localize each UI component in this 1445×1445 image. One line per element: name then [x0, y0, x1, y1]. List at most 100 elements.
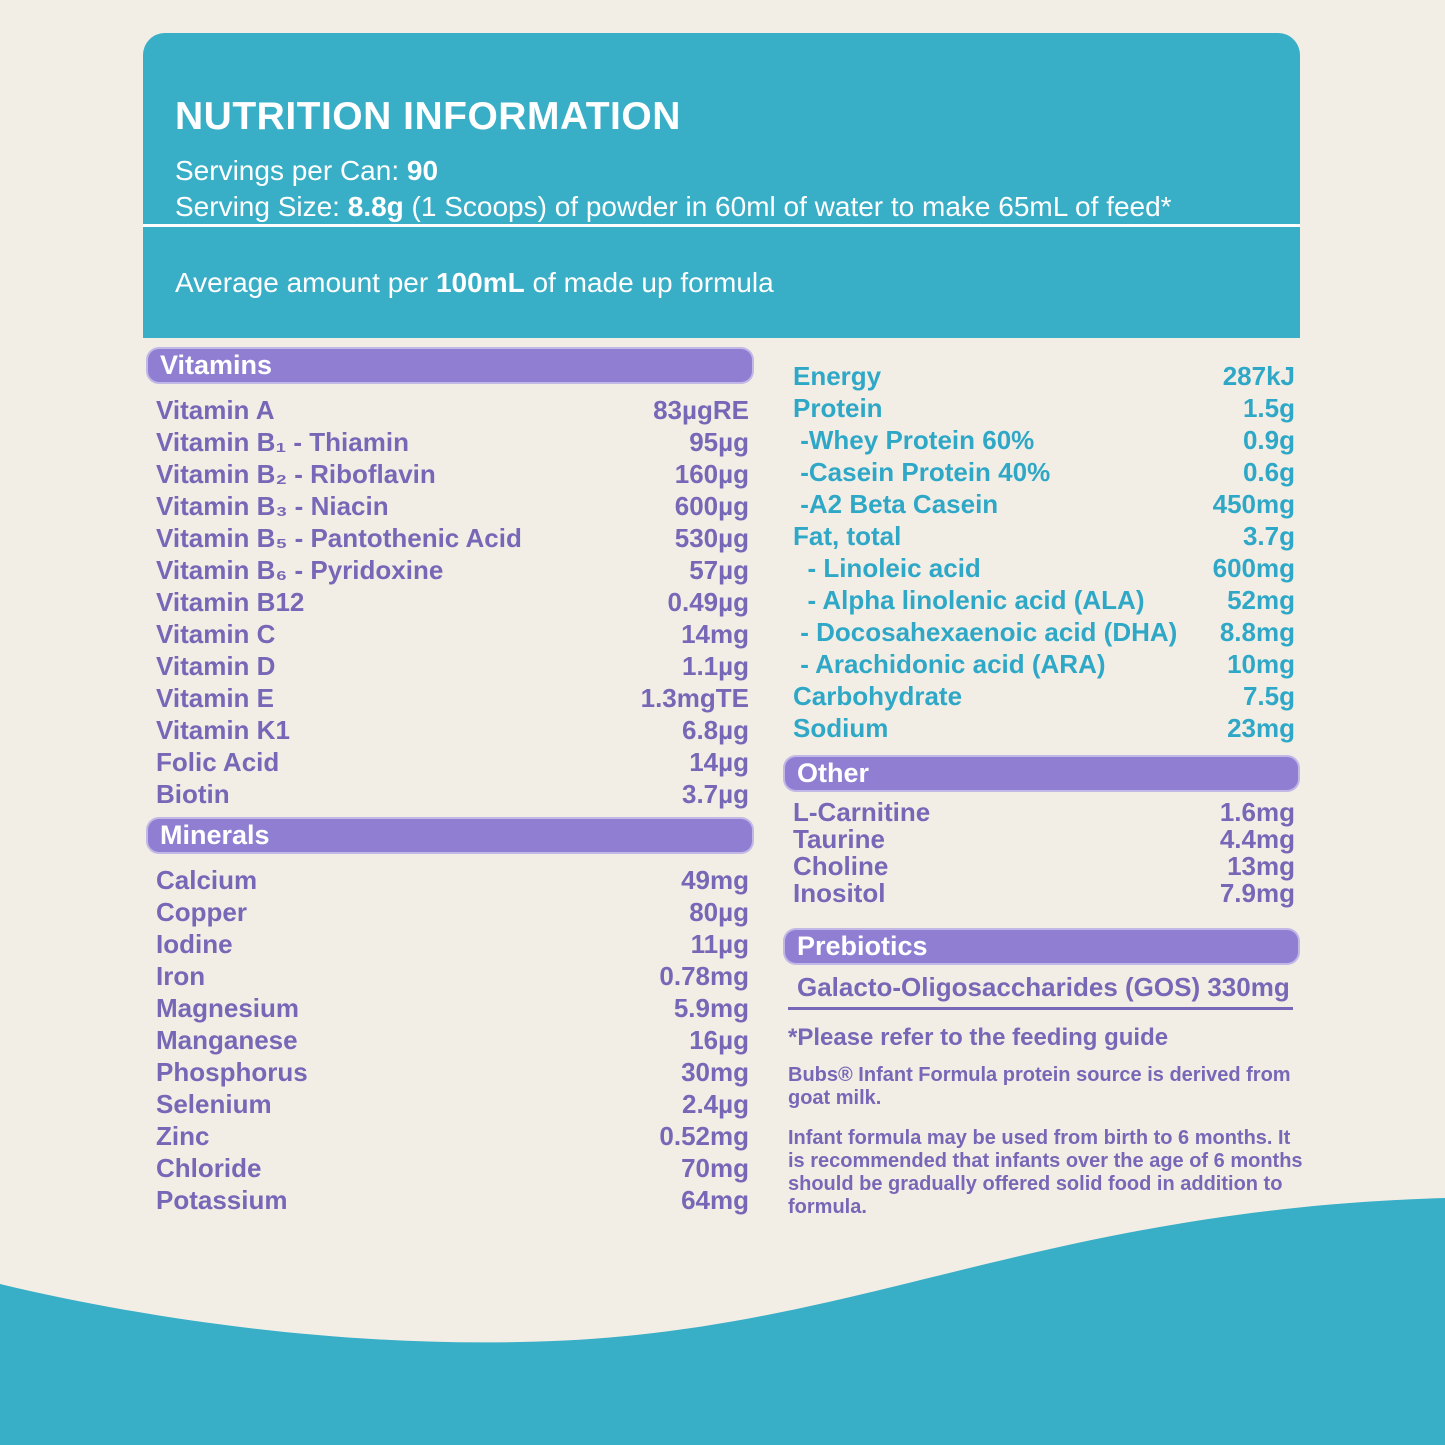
nutrient-row: Magnesium 5.9mg	[146, 992, 754, 1024]
nutrient-value: 1.3mgTE	[640, 682, 749, 713]
nutrient-label: Vitamin D	[156, 650, 276, 681]
nutrient-label: -Casein Protein 40%	[793, 456, 1051, 487]
nutrient-label: Biotin	[156, 778, 230, 809]
nutrient-value: 4.4mg	[1219, 824, 1295, 854]
nutrient-row: Vitamin A 83µgRE	[146, 394, 754, 426]
nutrient-label: Vitamin C	[156, 618, 276, 649]
nutrient-value: 0.6g	[1242, 456, 1295, 487]
nutrient-value: 3.7g	[1242, 520, 1295, 551]
average-amount-detail: of made up formula	[524, 267, 774, 298]
nutrient-label: Vitamin E	[156, 682, 275, 713]
nutrient-row: Calcium 49mg	[146, 864, 754, 896]
average-amount-label: Average amount per	[175, 267, 436, 298]
nutrient-label: Vitamin B₁ - Thiamin	[156, 426, 409, 457]
page-title: NUTRITION INFORMATION	[175, 95, 681, 138]
nutrient-row: - Docosahexaenoic acid (DHA) 8.8mg	[783, 616, 1300, 648]
nutrient-row: - Linoleic acid 600mg	[783, 552, 1300, 584]
nutrient-label: Chloride	[156, 1152, 262, 1183]
header-card: NUTRITION INFORMATION Servings per Can: …	[143, 33, 1300, 338]
minerals-section-header: Minerals	[146, 817, 754, 854]
nutrient-label: Iodine	[156, 928, 233, 959]
header-divider	[143, 224, 1300, 227]
nutrient-label: -Whey Protein 60%	[793, 424, 1035, 455]
vitamins-table: Vitamin A 83µgRE Vitamin B₁ - Thiamin 95…	[146, 394, 754, 810]
vitamins-section-header: Vitamins	[146, 347, 754, 384]
nutrient-label: Vitamin K1	[156, 714, 290, 745]
nutrient-row: Potassium 64mg	[146, 1184, 754, 1216]
nutrient-row: Vitamin B₆ - Pyridoxine 57µg	[146, 554, 754, 586]
average-amount-value: 100mL	[435, 267, 525, 298]
nutrient-label: Copper	[156, 896, 247, 927]
nutrient-row: Vitamin B₁ - Thiamin 95µg	[146, 426, 754, 458]
protein-source-note: Bubs® Infant Formula protein source is d…	[788, 1064, 1291, 1109]
nutrient-label: Potassium	[156, 1184, 288, 1215]
nutrient-value: 6.8µg	[681, 714, 749, 745]
nutrient-label: Inositol	[793, 878, 886, 908]
serving-size-line: Serving Size: 8.8g (1 Scoops) of powder …	[175, 191, 1172, 223]
nutrient-value: 0.52mg	[659, 1120, 749, 1151]
nutrient-label: Magnesium	[156, 992, 300, 1023]
nutrient-label: Carbohydrate	[793, 680, 963, 711]
prebiotics-heading: Prebiotics	[797, 931, 928, 961]
nutrient-label: Sodium	[793, 712, 889, 743]
nutrient-value: 13mg	[1227, 851, 1295, 881]
nutrient-value: 95µg	[689, 426, 749, 457]
nutrient-row: Protein 1.5g	[783, 392, 1300, 424]
nutrient-value: 1.5g	[1242, 392, 1295, 423]
nutrient-value: 1.6mg	[1219, 797, 1295, 827]
nutrient-label: Vitamin B₂ - Riboflavin	[156, 458, 436, 489]
minerals-heading: Minerals	[160, 820, 270, 850]
nutrient-value: 600µg	[674, 490, 749, 521]
nutrient-value: 7.5g	[1242, 680, 1295, 711]
nutrient-row: -Casein Protein 40% 0.6g	[783, 456, 1300, 488]
nutrient-value: 7.9mg	[1219, 878, 1295, 908]
prebiotics-section-header: Prebiotics	[783, 928, 1300, 965]
nutrient-value: 52mg	[1227, 584, 1295, 615]
nutrient-label: Zinc	[156, 1120, 210, 1151]
usage-note: Infant formula may be used from birth to…	[788, 1127, 1303, 1218]
nutrient-row: Vitamin E 1.3mgTE	[146, 682, 754, 714]
feeding-guide-note: *Please refer to the feeding guide	[788, 1024, 1169, 1051]
nutrient-value: 0.78mg	[659, 960, 749, 991]
nutrient-label: L-Carnitine	[793, 797, 931, 827]
nutrient-row: Vitamin B12 0.49µg	[146, 586, 754, 618]
other-table: L-Carnitine 1.6mg Taurine 4.4mg Choline …	[783, 797, 1300, 908]
nutrient-value: 2.4µg	[681, 1088, 749, 1119]
serving-size-value: 8.8g	[347, 191, 404, 222]
nutrient-value: 0.9g	[1242, 424, 1295, 455]
nutrient-row: Sodium 23mg	[783, 712, 1300, 744]
nutrient-label: Taurine	[793, 824, 885, 854]
nutrient-label: Calcium	[156, 864, 258, 895]
nutrient-label: Choline	[793, 851, 889, 881]
nutrient-row: -A2 Beta Casein 450mg	[783, 488, 1300, 520]
nutrient-label: Manganese	[156, 1024, 298, 1055]
nutrient-value: 14mg	[681, 618, 749, 649]
macronutrients-table: Energy 287kJ Protein 1.5g -Whey Protein …	[783, 360, 1300, 744]
nutrient-value: 11µg	[690, 928, 749, 959]
nutrient-row: Chloride 70mg	[146, 1152, 754, 1184]
nutrient-row: Vitamin K1 6.8µg	[146, 714, 754, 746]
nutrient-value: 1.1µg	[681, 650, 749, 681]
nutrient-row: Vitamin B₅ - Pantothenic Acid 530µg	[146, 522, 754, 554]
nutrient-label: Selenium	[156, 1088, 272, 1119]
prebiotics-row: Galacto-Oligosaccharides (GOS) 330mg	[797, 972, 1290, 1002]
nutrient-value: 57µg	[689, 554, 749, 585]
nutrient-label: Vitamin B₆ - Pyridoxine	[156, 554, 444, 585]
nutrient-row: Phosphorus 30mg	[146, 1056, 754, 1088]
nutrient-row: Manganese 16µg	[146, 1024, 754, 1056]
nutrient-label: Vitamin A	[156, 394, 275, 425]
nutrient-label: -A2 Beta Casein	[793, 488, 999, 519]
nutrient-row: Iron 0.78mg	[146, 960, 754, 992]
nutrient-row: Iodine 11µg	[146, 928, 754, 960]
nutrient-label: - Alpha linolenic acid (ALA)	[793, 584, 1145, 615]
other-section-header: Other	[783, 755, 1300, 792]
nutrient-value: 70mg	[681, 1152, 749, 1183]
nutrient-value: 0.49µg	[667, 586, 749, 617]
serving-size-detail: (1 Scoops) of powder in 60ml of water to…	[403, 191, 1172, 222]
nutrient-value: 83µgRE	[653, 394, 749, 425]
nutrient-row: Carbohydrate 7.5g	[783, 680, 1300, 712]
nutrient-row: Fat, total 3.7g	[783, 520, 1300, 552]
nutrient-row: Selenium 2.4µg	[146, 1088, 754, 1120]
